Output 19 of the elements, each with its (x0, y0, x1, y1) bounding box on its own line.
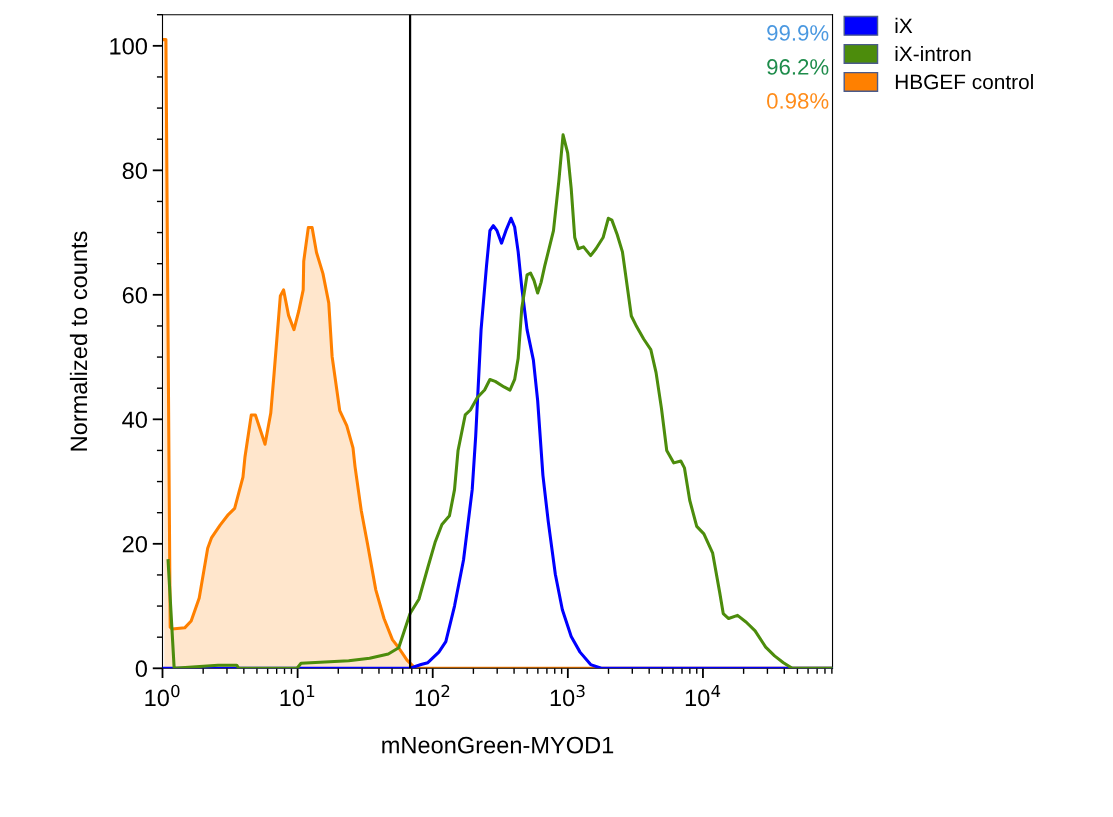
x-axis-title: mNeonGreen-MYOD1 (382, 736, 614, 754)
legend-label: HBGEF control (895, 74, 1033, 90)
annotation: 99.9% (767, 25, 829, 41)
annotation: 96.2% (767, 59, 829, 75)
y-tick-label: 60 (122, 286, 147, 304)
y-tick-label: 0 (135, 660, 147, 678)
x-tick-label: 10$^{3}$ (550, 684, 585, 707)
x-tick-label: 10$^{1}$ (280, 685, 315, 707)
x-tick-label: 10$^{4}$ (685, 685, 721, 707)
legend-label: iX (895, 17, 913, 33)
y-tick-label: 80 (122, 162, 147, 180)
y-tick-label: 20 (122, 535, 147, 553)
y-tick-label: 100 (110, 37, 147, 55)
y-axis-title: Normalized to counts (69, 231, 88, 451)
x-tick-label: 10$^{2}$ (415, 684, 450, 707)
y-tick-label: 40 (122, 411, 147, 429)
x-tick-label: 10$^{0}$ (145, 684, 180, 707)
annotation: 0.98% (767, 93, 829, 109)
legend-label: iX-intron (895, 45, 971, 62)
